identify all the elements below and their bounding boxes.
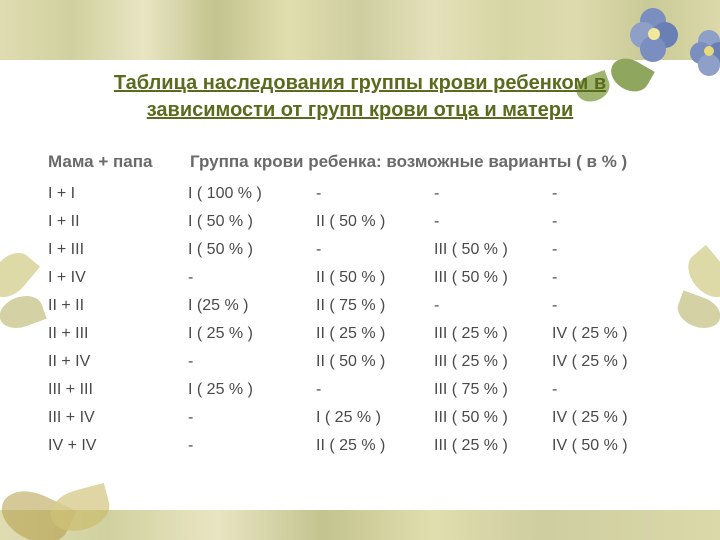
table-row: - II ( 50 % ) III ( 50 % ) - — [188, 264, 680, 292]
cell-c1: - — [188, 264, 316, 292]
cell-c4: - — [552, 208, 670, 236]
cell-c2: - — [316, 180, 434, 208]
cell-c4: IV ( 50 % ) — [552, 432, 670, 460]
cell-c3: - — [434, 180, 552, 208]
content-area: Таблица наследования группы крови ребенк… — [0, 70, 720, 460]
parent-cell: III + III — [48, 376, 188, 404]
top-decor-band — [0, 0, 720, 60]
parent-cell: II + II — [48, 292, 188, 320]
parents-column: Мама + папа I + I I + II I + III I + IV … — [48, 152, 188, 460]
parent-cell: IV + IV — [48, 432, 188, 460]
cell-c1: - — [188, 432, 316, 460]
cell-c2: - — [316, 376, 434, 404]
table-row: I ( 25 % ) II ( 25 % ) III ( 25 % ) IV (… — [188, 320, 680, 348]
table-row: I ( 50 % ) II ( 50 % ) - - — [188, 208, 680, 236]
cell-c1: I ( 50 % ) — [188, 236, 316, 264]
parent-cell: III + IV — [48, 404, 188, 432]
cell-c4: - — [552, 264, 670, 292]
cell-c4: - — [552, 180, 670, 208]
title-line-1: Таблица наследования группы крови ребенк… — [114, 72, 606, 94]
table-row: - I ( 25 % ) III ( 50 % ) IV ( 25 % ) — [188, 404, 680, 432]
cell-c4: IV ( 25 % ) — [552, 348, 670, 376]
cell-c4: - — [552, 236, 670, 264]
cell-c1: - — [188, 404, 316, 432]
parent-cell: I + IV — [48, 264, 188, 292]
cell-c2: II ( 25 % ) — [316, 320, 434, 348]
cell-c3: III ( 75 % ) — [434, 376, 552, 404]
cell-c1: I ( 25 % ) — [188, 376, 316, 404]
cell-c3: III ( 25 % ) — [434, 432, 552, 460]
child-columns: Группа крови ребенка: возможные варианты… — [188, 152, 680, 460]
table-row: I (25 % ) II ( 75 % ) - - — [188, 292, 680, 320]
table-row: I ( 100 % ) - - - — [188, 180, 680, 208]
cell-c2: II ( 50 % ) — [316, 348, 434, 376]
cell-c3: III ( 25 % ) — [434, 320, 552, 348]
title-line-2: зависимости от групп крови отца и матери — [147, 99, 574, 121]
cell-c2: II ( 25 % ) — [316, 432, 434, 460]
parent-cell: II + III — [48, 320, 188, 348]
cell-c4: - — [552, 292, 670, 320]
cell-c4: - — [552, 376, 670, 404]
table-row: I ( 50 % ) - III ( 50 % ) - — [188, 236, 680, 264]
table-row: I ( 25 % ) - III ( 75 % ) - — [188, 376, 680, 404]
cell-c2: II ( 50 % ) — [316, 264, 434, 292]
cell-c3: - — [434, 208, 552, 236]
table-row: - II ( 50 % ) III ( 25 % ) IV ( 25 % ) — [188, 348, 680, 376]
parent-cell: I + II — [48, 208, 188, 236]
cell-c4: IV ( 25 % ) — [552, 320, 670, 348]
parent-cell: I + III — [48, 236, 188, 264]
child-header: Группа крови ребенка: возможные варианты… — [188, 152, 680, 172]
page-title: Таблица наследования группы крови ребенк… — [60, 70, 660, 124]
cell-c1: I ( 100 % ) — [188, 180, 316, 208]
cell-c3: III ( 50 % ) — [434, 264, 552, 292]
cell-c1: I ( 25 % ) — [188, 320, 316, 348]
cell-c3: III ( 50 % ) — [434, 236, 552, 264]
cell-c4: IV ( 25 % ) — [552, 404, 670, 432]
cell-c2: II ( 75 % ) — [316, 292, 434, 320]
cell-c2: I ( 25 % ) — [316, 404, 434, 432]
cell-c2: - — [316, 236, 434, 264]
table-row: - II ( 25 % ) III ( 25 % ) IV ( 50 % ) — [188, 432, 680, 460]
parents-header: Мама + папа — [48, 152, 188, 172]
parent-cell: I + I — [48, 180, 188, 208]
bottom-leaf-decor — [0, 450, 140, 540]
parent-cell: II + IV — [48, 348, 188, 376]
cell-c2: II ( 50 % ) — [316, 208, 434, 236]
cell-c3: III ( 25 % ) — [434, 348, 552, 376]
cell-c3: - — [434, 292, 552, 320]
cell-c1: I (25 % ) — [188, 292, 316, 320]
inheritance-table: Мама + папа I + I I + II I + III I + IV … — [48, 152, 680, 460]
cell-c1: I ( 50 % ) — [188, 208, 316, 236]
cell-c3: III ( 50 % ) — [434, 404, 552, 432]
cell-c1: - — [188, 348, 316, 376]
